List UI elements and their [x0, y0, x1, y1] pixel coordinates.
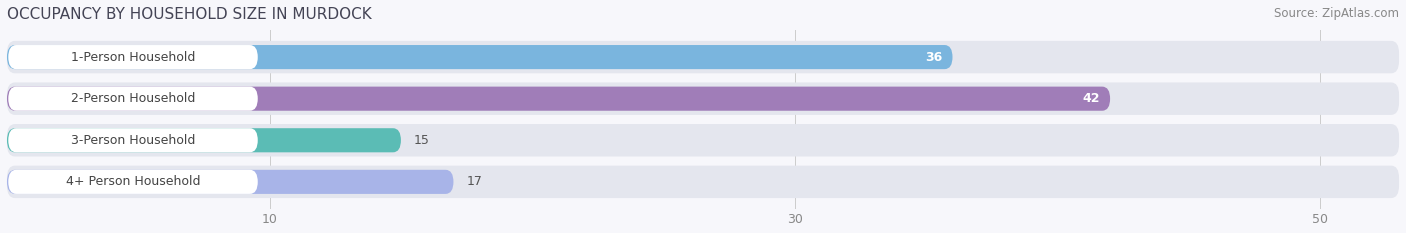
FancyBboxPatch shape	[8, 170, 257, 194]
Text: 3-Person Household: 3-Person Household	[70, 134, 195, 147]
Text: OCCUPANCY BY HOUSEHOLD SIZE IN MURDOCK: OCCUPANCY BY HOUSEHOLD SIZE IN MURDOCK	[7, 7, 371, 22]
FancyBboxPatch shape	[7, 82, 1399, 115]
FancyBboxPatch shape	[7, 41, 1399, 73]
FancyBboxPatch shape	[8, 45, 257, 69]
Text: 17: 17	[467, 175, 482, 188]
Text: 15: 15	[415, 134, 430, 147]
FancyBboxPatch shape	[8, 128, 257, 152]
FancyBboxPatch shape	[7, 87, 1111, 111]
FancyBboxPatch shape	[7, 128, 401, 152]
FancyBboxPatch shape	[7, 166, 1399, 198]
Text: 36: 36	[925, 51, 942, 64]
FancyBboxPatch shape	[7, 170, 454, 194]
Text: 4+ Person Household: 4+ Person Household	[66, 175, 200, 188]
Text: 1-Person Household: 1-Person Household	[70, 51, 195, 64]
FancyBboxPatch shape	[8, 87, 257, 111]
Text: 42: 42	[1083, 92, 1099, 105]
FancyBboxPatch shape	[7, 124, 1399, 157]
Text: 2-Person Household: 2-Person Household	[70, 92, 195, 105]
Text: Source: ZipAtlas.com: Source: ZipAtlas.com	[1274, 7, 1399, 20]
FancyBboxPatch shape	[7, 45, 952, 69]
